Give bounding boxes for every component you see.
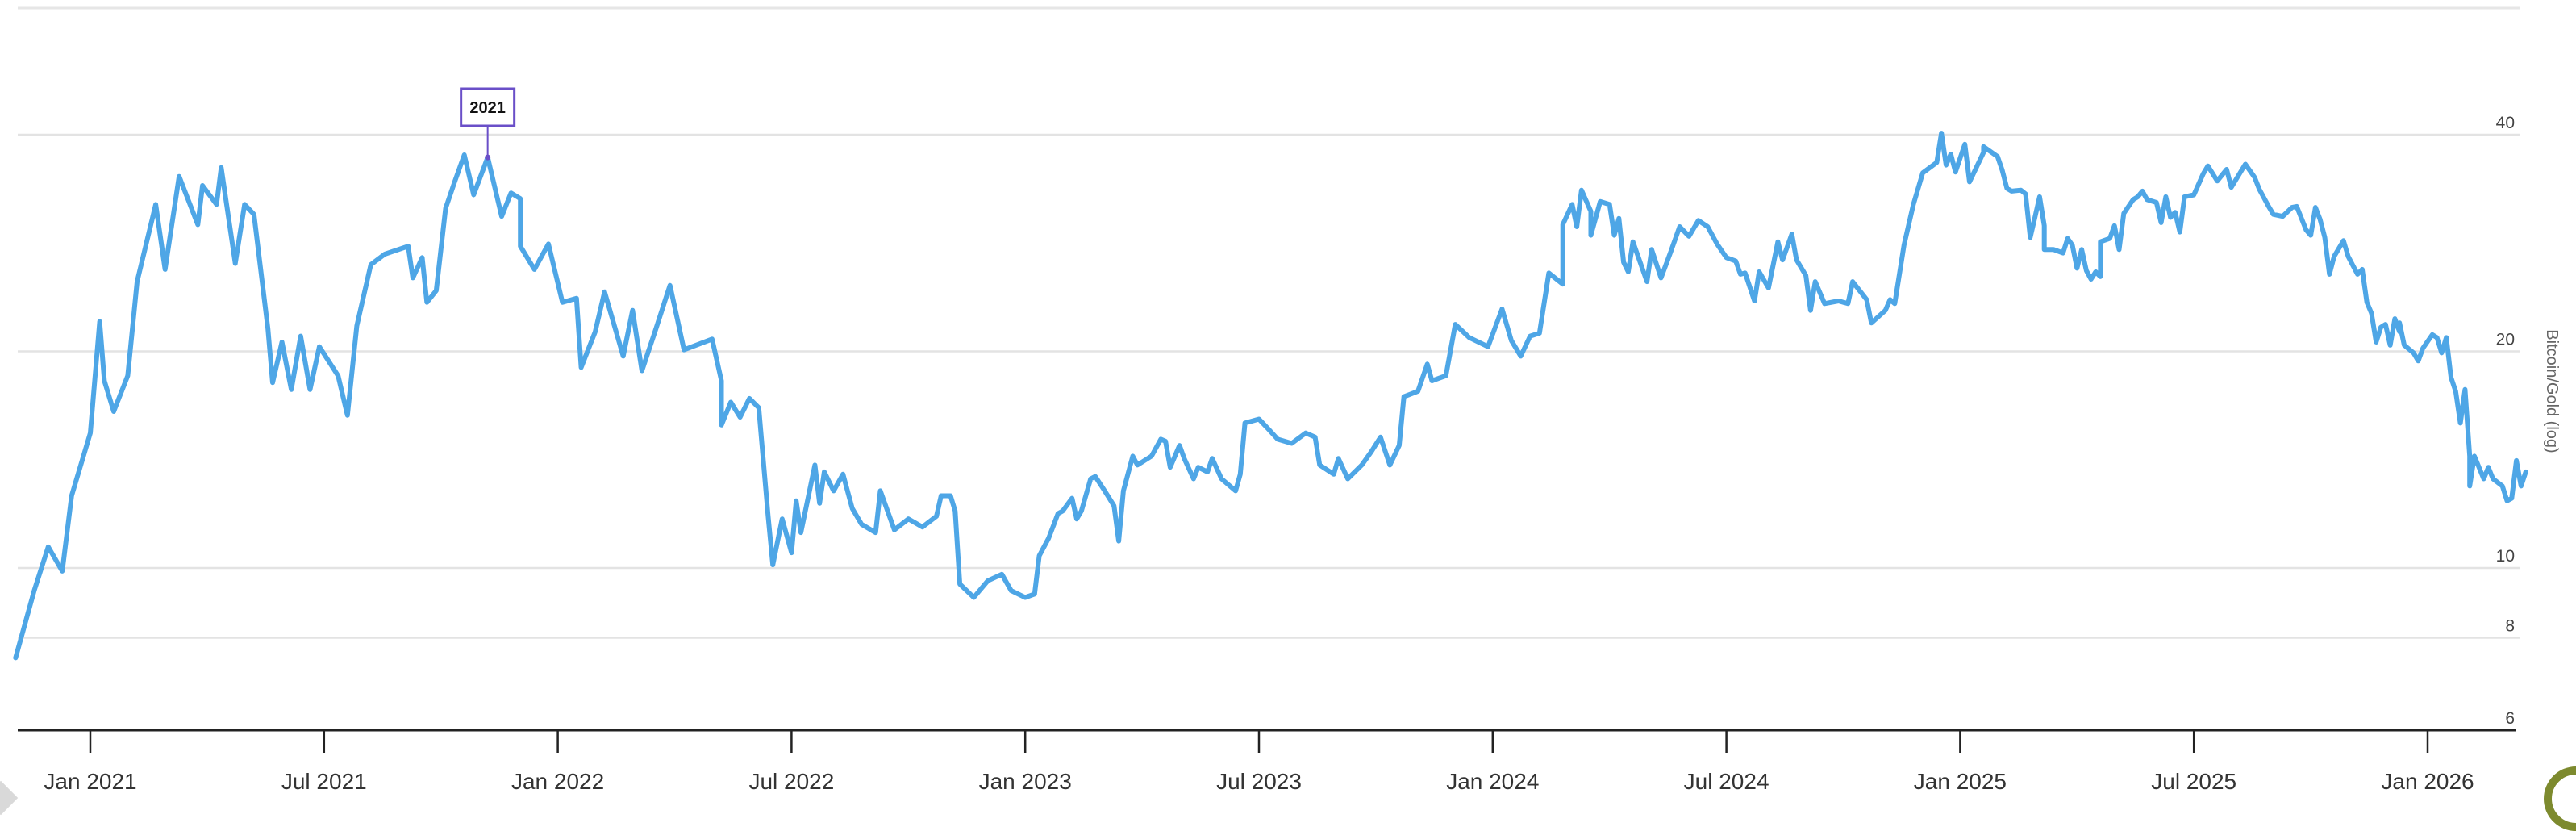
x-label: Jul 2023 — [1216, 769, 1302, 794]
x-label: Jul 2024 — [1684, 769, 1769, 794]
x-label: Jul 2025 — [2151, 769, 2236, 794]
y-label-6: 6 — [2505, 709, 2515, 728]
y-label-10: 10 — [2496, 547, 2515, 566]
y-axis-labels: 40 20 10 8 6 — [2496, 114, 2515, 728]
y-axis-title: Bitcoin/Gold (log) — [2543, 329, 2561, 453]
x-label: Jul 2022 — [748, 769, 834, 794]
y-label-20: 20 — [2496, 331, 2515, 349]
y-label-8: 8 — [2505, 616, 2515, 635]
x-label: Jan 2023 — [979, 769, 1072, 794]
annotation-label: 2021 — [469, 99, 506, 117]
y-gridlines — [18, 133, 2520, 639]
x-label: Jan 2025 — [1914, 769, 2007, 794]
x-label: Jan 2024 — [1446, 769, 1539, 794]
bitcoin-gold-ratio-chart: 40 20 10 8 6 Bitcoin/Gold (log) Jan 2021… — [0, 6, 2576, 831]
x-label: Jan 2022 — [511, 769, 604, 794]
chart-canvas: 40 20 10 8 6 Bitcoin/Gold (log) Jan 2021… — [13, 6, 2561, 794]
x-axis-ticks — [89, 730, 2429, 753]
x-label: Jan 2026 — [2381, 769, 2474, 794]
x-label: Jul 2021 — [281, 769, 367, 794]
y-label-40: 40 — [2496, 114, 2515, 132]
annotation-marker — [485, 154, 491, 161]
annotation-box — [460, 87, 516, 127]
bitcoin-gold-line — [13, 131, 2528, 661]
x-axis-labels: Jan 2021 Jul 2021 Jan 2022 Jul 2022 Jan … — [44, 769, 2474, 794]
x-label: Jan 2021 — [44, 769, 136, 794]
annotation-2021: 2021 — [460, 87, 516, 161]
